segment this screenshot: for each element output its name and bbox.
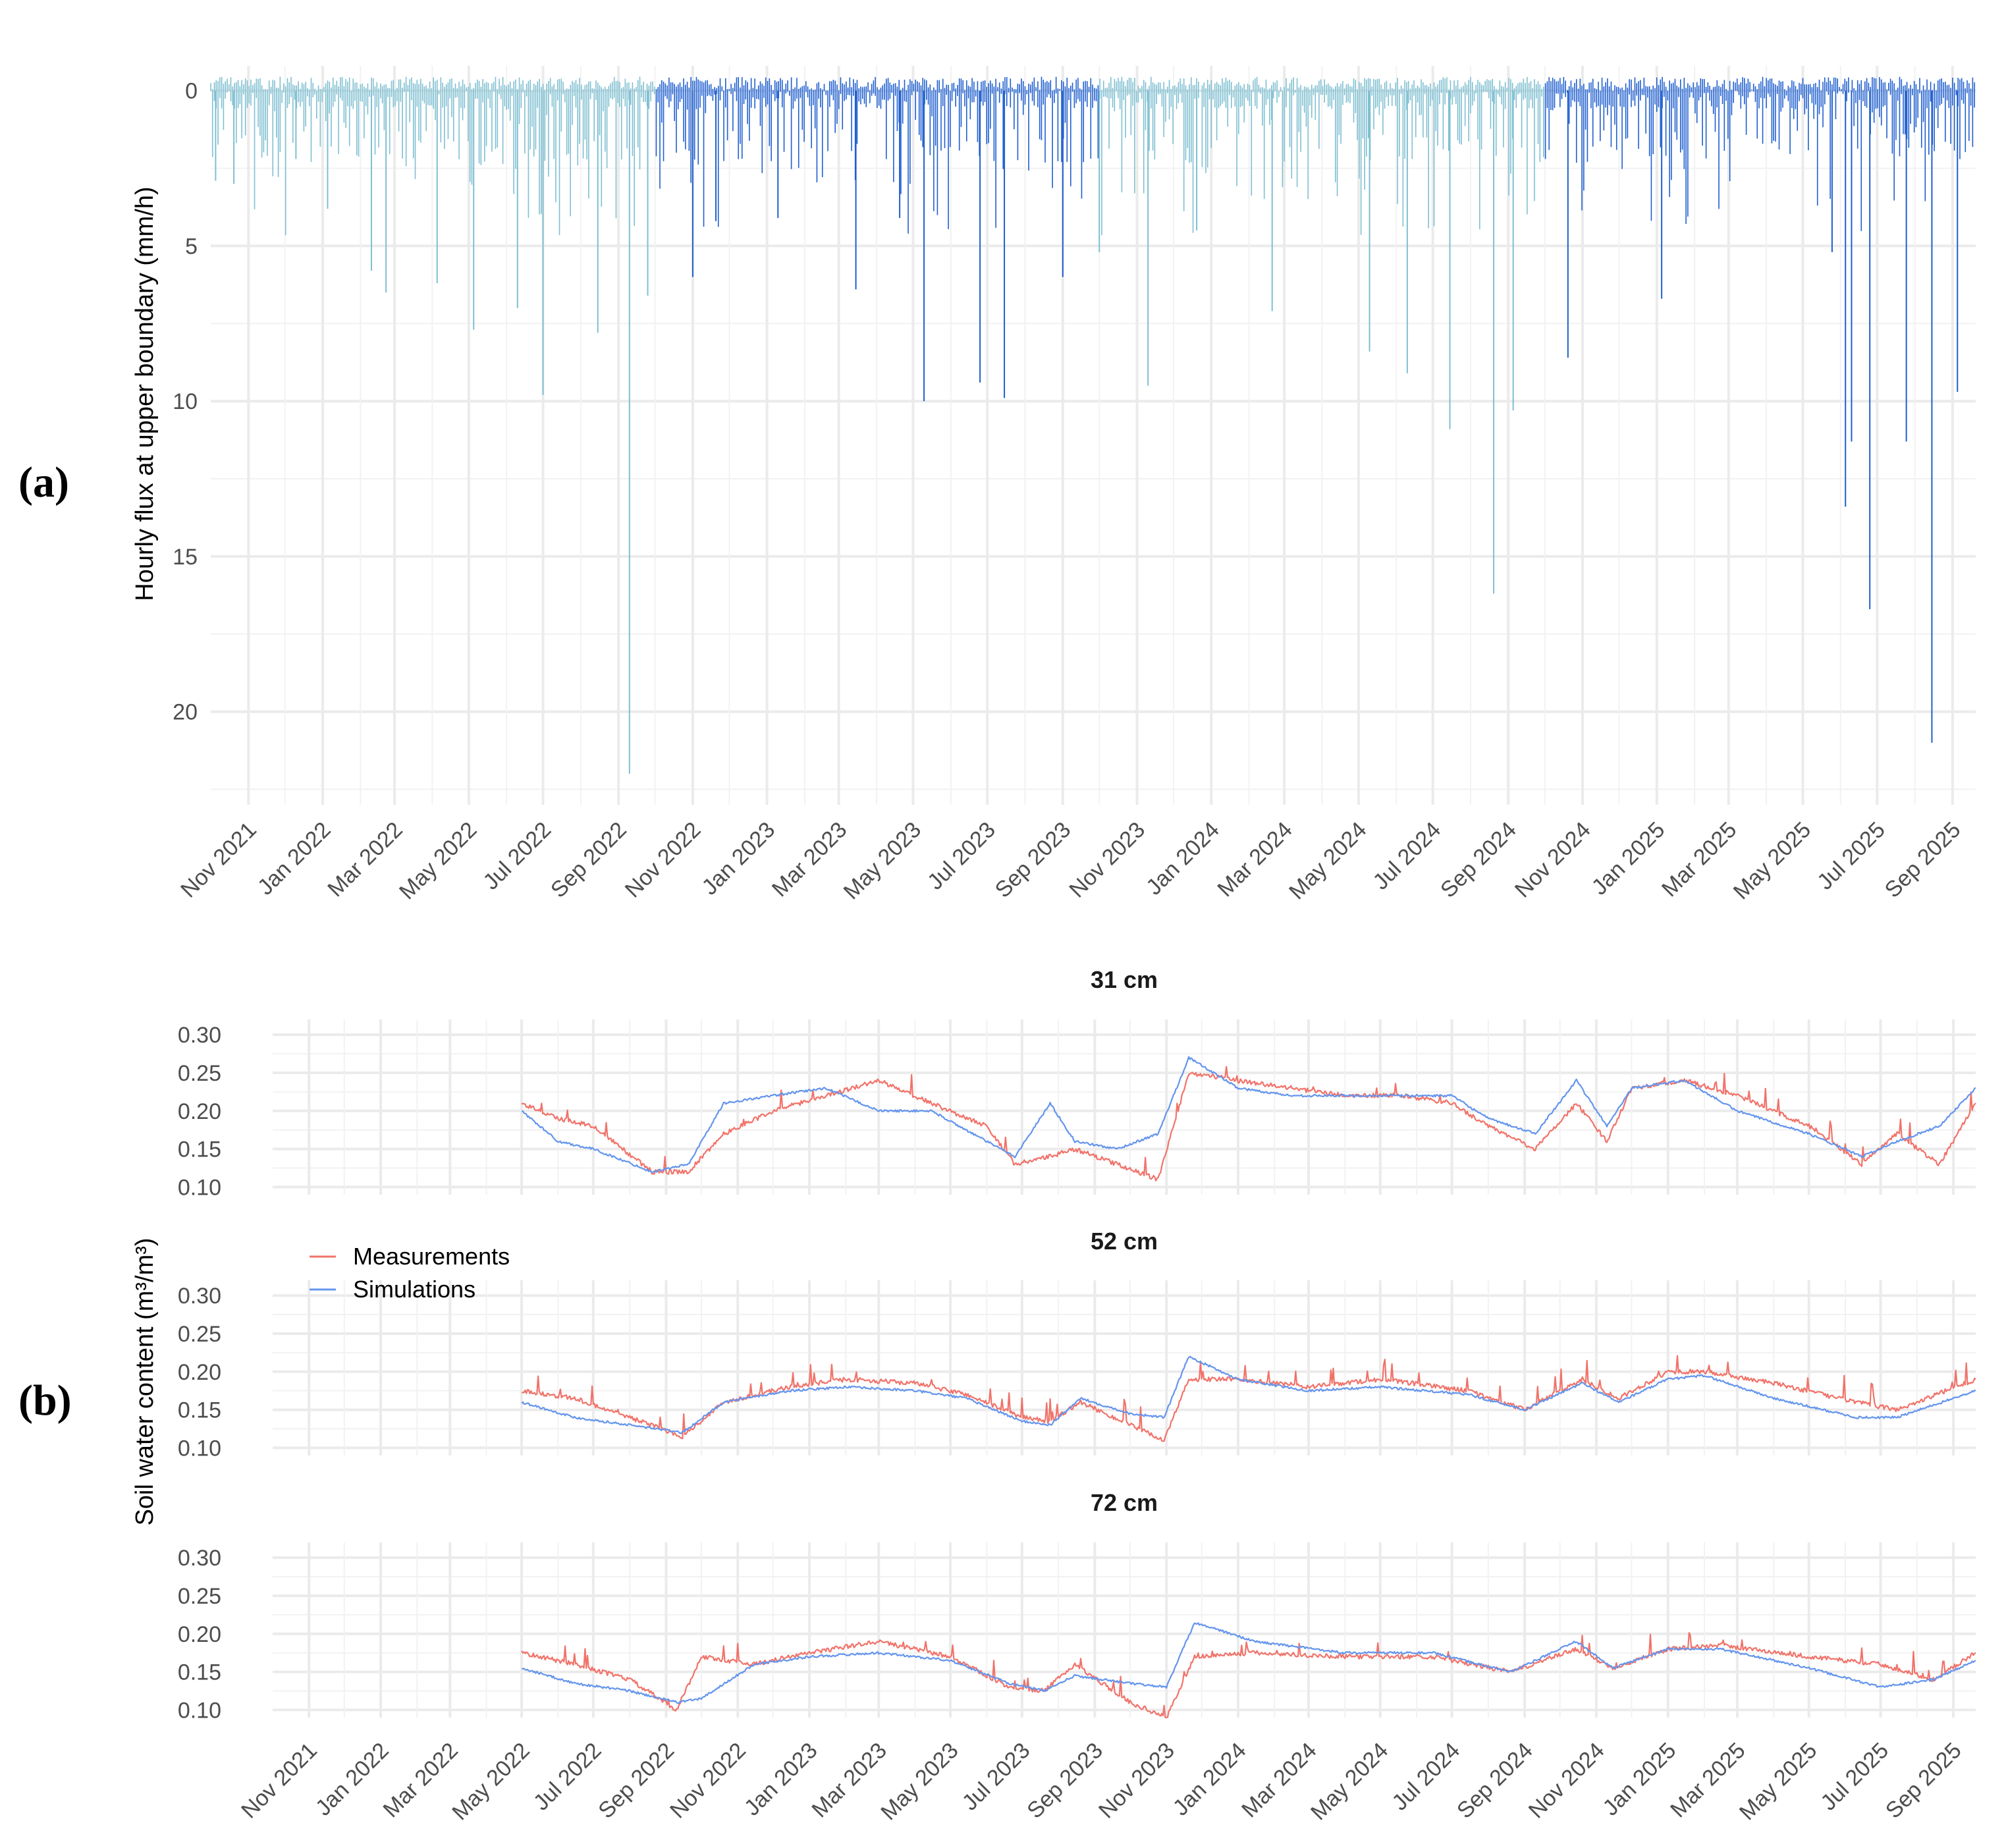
panel-b-x-tick-label: Sep 2025 — [1881, 1738, 1966, 1824]
facet-title: 72 cm — [1091, 1489, 1158, 1516]
facet-y-tick-label: 0.25 — [178, 1061, 221, 1086]
legend-label-measurements: Measurements — [353, 1243, 510, 1270]
facet-title: 52 cm — [1091, 1228, 1158, 1255]
panel-b-facets: 31 cm 0.10 0.15 0.20 0.25 0.30 52 cm 0.10 0.15 0.… — [178, 966, 1976, 1723]
panel-b-x-tick-label: Sep 2022 — [593, 1738, 679, 1824]
series-line-measurements — [521, 1066, 1976, 1182]
panel-label-a: (a) — [18, 458, 69, 506]
panel-b-x-tick-label: May 2025 — [1735, 1738, 1822, 1825]
facet-y-tick-label: 0.10 — [178, 1436, 221, 1461]
facet-y-tick-label: 0.30 — [178, 1546, 221, 1571]
panel-a-x-tick-label: Sep 2025 — [1880, 817, 1966, 903]
panel-a-x-tick-label: Jan 2023 — [697, 817, 780, 900]
panel-b-x-tick-label: Nov 2022 — [665, 1738, 751, 1824]
panel-b-x-tick-label: Nov 2024 — [1524, 1738, 1610, 1824]
panel-b-x-tick-label: Sep 2023 — [1022, 1738, 1108, 1824]
facet-y-tick-label: 0.10 — [178, 1175, 221, 1200]
facet-y-tick-label: 0.15 — [178, 1660, 221, 1685]
facet-y-tick-label: 0.30 — [178, 1023, 221, 1048]
panel-a-x-tick-label: Mar 2023 — [767, 817, 852, 902]
facet-31-cm: 31 cm 0.10 0.15 0.20 0.25 0.30 — [178, 966, 1976, 1200]
panel-b-x-tick-label: May 2022 — [447, 1738, 534, 1825]
panel-a-x-tick-label: Sep 2023 — [990, 817, 1076, 903]
panel-a-x-tick-label: Sep 2022 — [546, 817, 632, 903]
panel-a-x-tick-label: Jul 2025 — [1812, 817, 1890, 895]
series-line-simulations — [521, 1622, 1976, 1704]
panel-b-soil-water-chart: (b) 31 cm 0.10 0.15 0.20 0.25 0.30 52 cm 0.10 0.… — [18, 966, 1976, 1825]
panel-a-x-tick-label: Nov 2021 — [176, 817, 261, 903]
panel-a-x-tick-label: Jul 2024 — [1369, 817, 1446, 895]
legend: Measurements Simulations — [310, 1243, 510, 1303]
legend-label-simulations: Simulations — [353, 1276, 475, 1303]
facet-y-tick-label: 0.10 — [178, 1698, 221, 1723]
panel-a-gridlines — [211, 66, 1976, 805]
facet-y-tick-label: 0.30 — [178, 1284, 221, 1309]
panel-a-y-tick-label: 15 — [173, 545, 198, 570]
panel-label-b: (b) — [18, 1376, 72, 1425]
panel-a-x-tick-label: Jan 2025 — [1587, 817, 1670, 900]
facet-y-tick-label: 0.15 — [178, 1398, 221, 1423]
panel-b-y-axis-title: Soil water content (m³/m³) — [131, 1237, 159, 1525]
facet-y-tick-label: 0.25 — [178, 1322, 221, 1347]
panel-a-x-tick-label: May 2025 — [1729, 817, 1816, 904]
facet-y-tick-label: 0.15 — [178, 1137, 221, 1162]
panel-a-y-tick-label: 0 — [185, 79, 198, 104]
series-line-measurements — [521, 1632, 1976, 1719]
panel-a-x-tick-label: Nov 2022 — [620, 817, 706, 903]
panel-a-x-tick-label: May 2023 — [839, 817, 926, 904]
panel-a-x-tick-label: Sep 2024 — [1436, 817, 1521, 903]
panel-a-x-tick-label: Nov 2024 — [1510, 817, 1596, 903]
series-line-measurements — [521, 1355, 1976, 1442]
facet-y-tick-label: 0.20 — [178, 1099, 221, 1124]
facet-y-tick-label: 0.25 — [178, 1584, 221, 1609]
panel-b-x-tick-label: Jan 2024 — [1168, 1738, 1251, 1821]
panel-b-x-tick-label: Nov 2023 — [1094, 1738, 1179, 1824]
panel-b-x-tick-label: Sep 2024 — [1452, 1738, 1538, 1824]
panel-a-x-tick-label: Jul 2023 — [923, 817, 1000, 895]
panel-a-x-tick-label: Mar 2024 — [1212, 817, 1297, 902]
series-line-simulations — [521, 1056, 1976, 1174]
panel-a-bars — [210, 76, 1975, 774]
panel-a-x-tick-label: May 2022 — [394, 817, 481, 904]
panel-a-x-tick-label: Jan 2024 — [1141, 817, 1224, 900]
series-line-simulations — [521, 1355, 1976, 1434]
panel-a-x-tick-label: Nov 2023 — [1064, 817, 1150, 903]
facet-y-tick-label: 0.20 — [178, 1360, 221, 1385]
panel-a-y-tick-label: 20 — [173, 700, 198, 725]
panel-b-x-tick-label: May 2023 — [876, 1738, 963, 1825]
panel-a-y-axis-title: Hourly flux at upper boundary (mm/h) — [131, 186, 159, 601]
panel-a-x-tick-label: May 2024 — [1284, 817, 1371, 904]
facet-title: 31 cm — [1091, 966, 1158, 993]
panel-a-x-tick-label: Jan 2022 — [253, 817, 336, 900]
panel-a-y-tick-label: 5 — [185, 234, 198, 259]
facet-52-cm: 52 cm 0.10 0.15 0.20 0.25 0.30 — [178, 1228, 1976, 1461]
facet-72-cm: 72 cm 0.10 0.15 0.20 0.25 0.30 — [178, 1489, 1976, 1723]
panel-b-x-tick-label: May 2024 — [1306, 1738, 1393, 1825]
panel-b-x-tick-label: Nov 2021 — [236, 1738, 322, 1824]
panel-a-y-tick-labels: 0 5 10 15 20 — [173, 79, 198, 725]
panel-a-x-tick-label: Jul 2022 — [478, 817, 556, 895]
panel-a-x-tick-label: Mar 2022 — [323, 817, 407, 902]
facet-y-tick-label: 0.20 — [178, 1622, 221, 1647]
panel-a-y-tick-label: 10 — [173, 389, 198, 414]
panel-a-x-tick-label: Mar 2025 — [1657, 817, 1741, 902]
